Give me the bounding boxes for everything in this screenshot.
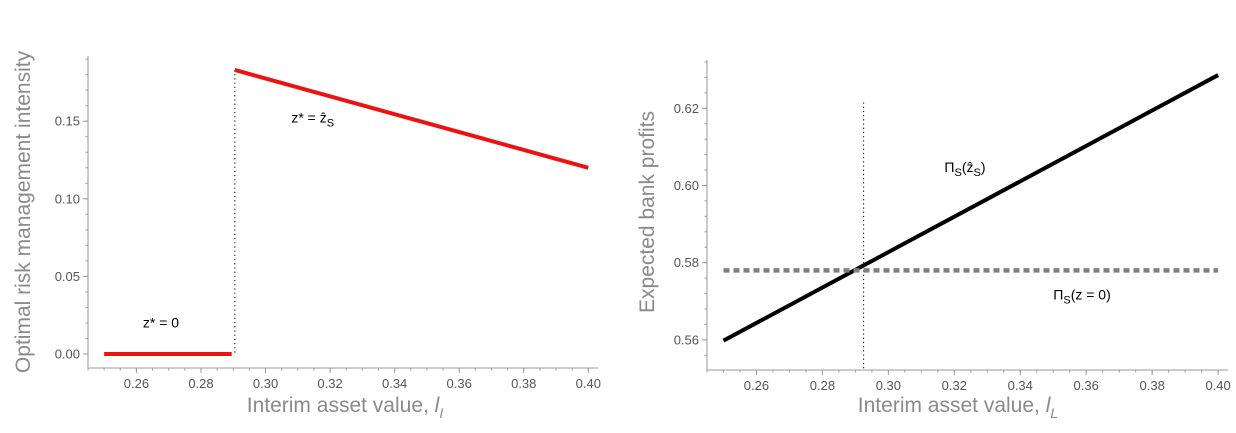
x-tick-label: 0.26 xyxy=(744,378,769,393)
y-tick-label: 0.62 xyxy=(674,101,699,116)
x-tick-label: 0.30 xyxy=(876,378,901,393)
chart-panel-1: 0.26 0.28 0.30 0.32 0.34 0.36 0.38 0.40 0.00 0.05… xyxy=(12,50,601,421)
x-tick-label: 0.36 xyxy=(1074,378,1099,393)
y-tick-label: 0.05 xyxy=(55,269,80,284)
x-tick-label: 0.28 xyxy=(810,378,835,393)
x-tick-label: 0.26 xyxy=(124,376,149,391)
annotation-2: ΠS(z = 0) xyxy=(1053,286,1111,306)
y-tick-label: 0.15 xyxy=(55,114,80,129)
y-axis-title: Optimal risk management intensity xyxy=(12,50,35,373)
y-tick-label: 0.60 xyxy=(674,178,699,193)
x-tick-label: 0.40 xyxy=(1205,378,1230,393)
x-tick-label: 0.28 xyxy=(188,376,213,391)
x-tick-label: 0.34 xyxy=(1008,378,1033,393)
x-axis-title: Interim asset value, lI xyxy=(247,394,444,421)
x-tick-label: 0.32 xyxy=(317,376,342,391)
series-line-2 xyxy=(234,68,589,170)
x-axis-title: Interim asset value, lL xyxy=(858,394,1058,421)
x-tick-label: 0.36 xyxy=(447,376,472,391)
x-tick-label: 0.30 xyxy=(253,376,278,391)
annotation-1: z* = 0 xyxy=(143,315,179,331)
x-tick-label: 0.32 xyxy=(942,378,967,393)
x-tick-label: 0.34 xyxy=(382,376,407,391)
x-tick-label: 0.38 xyxy=(1140,378,1165,393)
y-tick-label: 0.58 xyxy=(674,255,699,270)
annotation-2: z* = ẑS xyxy=(291,110,334,130)
y-tick-label: 0.00 xyxy=(55,347,80,362)
annotation-1: ΠS(ẑS) xyxy=(944,159,985,179)
y-tick-label: 0.10 xyxy=(55,191,80,206)
y-axis-title: Expected bank profits xyxy=(636,111,659,313)
x-tick-label: 0.40 xyxy=(576,376,601,391)
series-line-1 xyxy=(722,73,1220,343)
y-tick-label: 0.56 xyxy=(674,332,699,347)
chart-panel-2: 0.26 0.28 0.30 0.32 0.34 0.36 0.38 0.40 0.56 0.58… xyxy=(636,60,1231,421)
x-tick-label: 0.38 xyxy=(511,376,536,391)
